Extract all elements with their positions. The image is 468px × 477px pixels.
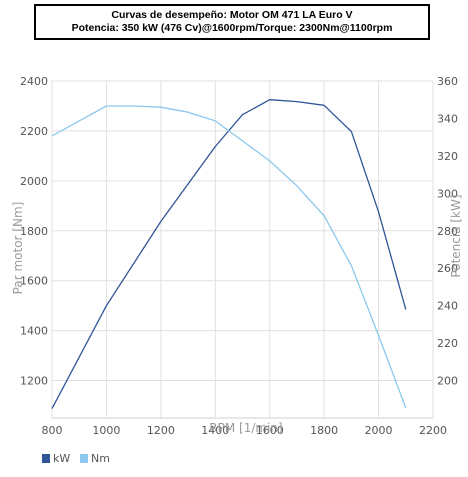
grid	[51, 80, 434, 419]
legend-label-kw: kW	[53, 452, 70, 465]
plot-frame	[51, 80, 434, 419]
y-left-tick-label: 2400	[20, 75, 48, 88]
series-line-nm	[51, 105, 407, 409]
series	[51, 99, 407, 409]
y-axis-right-title: Potencia [kW]	[449, 194, 463, 277]
y-left-tick-label: 1800	[20, 225, 48, 238]
y-right-tick-label: 220	[437, 337, 458, 350]
x-tick-label: 2200	[419, 424, 447, 437]
chart-title-box: Curvas de desempeño: Motor OM 471 LA Eur…	[34, 4, 430, 40]
y-right-tick-label: 260	[437, 262, 458, 275]
y-left-tick-label: 1600	[20, 275, 48, 288]
x-tick-label: 800	[42, 424, 63, 437]
axes: 800 1000 1200 1400 1600 1800 2000 2200 1200 1400 1…	[20, 75, 458, 437]
x-tick-label: 1600	[256, 424, 284, 437]
x-tick-label: 1400	[201, 424, 229, 437]
y-axis-left-title: Par motor [Nm]	[11, 202, 25, 295]
legend: kW Nm	[42, 452, 110, 465]
x-tick-label: 1800	[310, 424, 338, 437]
y-right-tick-label: 340	[437, 112, 458, 125]
y-right-tick-label: 280	[437, 225, 458, 238]
legend-swatch-kw	[42, 454, 50, 463]
x-tick-label: 2000	[365, 424, 393, 437]
y-right-tick-label: 200	[437, 375, 458, 388]
y-right-tick-label: 320	[437, 150, 458, 163]
x-axis-title: RPM [1/min]	[209, 421, 282, 435]
chart-subtitle: Potencia: 350 kW (476 Cv)@1600rpm/Torque…	[71, 22, 393, 34]
legend-swatch-nm	[80, 454, 88, 463]
chart-title: Curvas de desempeño: Motor OM 471 LA Eur…	[111, 9, 353, 21]
x-tick-label: 1200	[147, 424, 175, 437]
y-left-tick-label: 2200	[20, 125, 48, 138]
x-tick-label: 1000	[92, 424, 120, 437]
y-left-tick-label: 1200	[20, 375, 48, 388]
legend-label-nm: Nm	[91, 452, 110, 465]
y-right-tick-label: 360	[437, 75, 458, 88]
y-right-tick-label: 240	[437, 300, 458, 313]
y-right-tick-label: 300	[437, 187, 458, 200]
series-line-kw	[51, 99, 407, 409]
y-left-tick-label: 1400	[20, 325, 48, 338]
y-left-tick-label: 2000	[20, 175, 48, 188]
